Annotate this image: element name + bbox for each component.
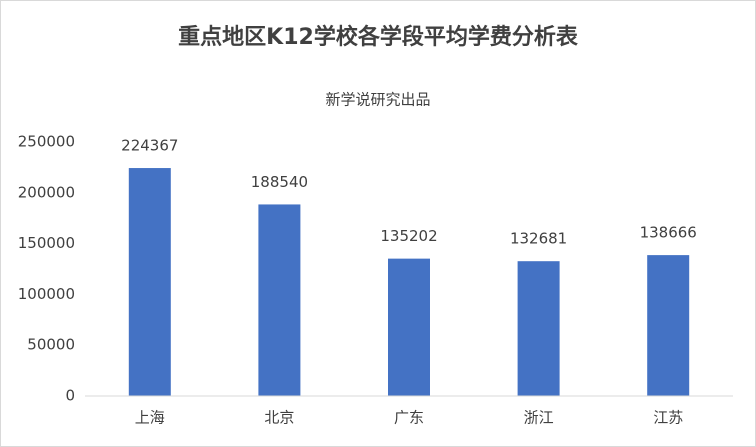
y-tick-label: 50000 bbox=[27, 336, 75, 354]
y-tick-label: 0 bbox=[65, 387, 75, 405]
x-tick-label: 广东 bbox=[394, 409, 424, 427]
bar bbox=[517, 261, 560, 396]
y-tick-label: 250000 bbox=[18, 133, 75, 151]
value-label: 132681 bbox=[510, 230, 567, 248]
x-tick-label: 上海 bbox=[135, 409, 165, 427]
x-tick-label: 浙江 bbox=[524, 409, 554, 427]
value-label: 135202 bbox=[380, 227, 437, 245]
chart-subtitle: 新学说研究出品 bbox=[325, 91, 430, 109]
y-tick-label: 100000 bbox=[18, 285, 75, 303]
bar bbox=[128, 168, 171, 396]
bar bbox=[647, 255, 690, 396]
x-tick-label: 江苏 bbox=[653, 409, 683, 427]
x-tick-label: 北京 bbox=[264, 409, 294, 427]
value-label: 138666 bbox=[640, 224, 697, 242]
bar bbox=[388, 258, 430, 396]
y-tick-label: 200000 bbox=[18, 183, 75, 201]
value-label: 224367 bbox=[121, 137, 178, 155]
chart-title: 重点地区K12学校各学段平均学费分析表 bbox=[178, 24, 579, 50]
y-tick-label: 150000 bbox=[18, 234, 75, 252]
value-label: 188540 bbox=[251, 173, 308, 191]
bar bbox=[258, 204, 301, 396]
